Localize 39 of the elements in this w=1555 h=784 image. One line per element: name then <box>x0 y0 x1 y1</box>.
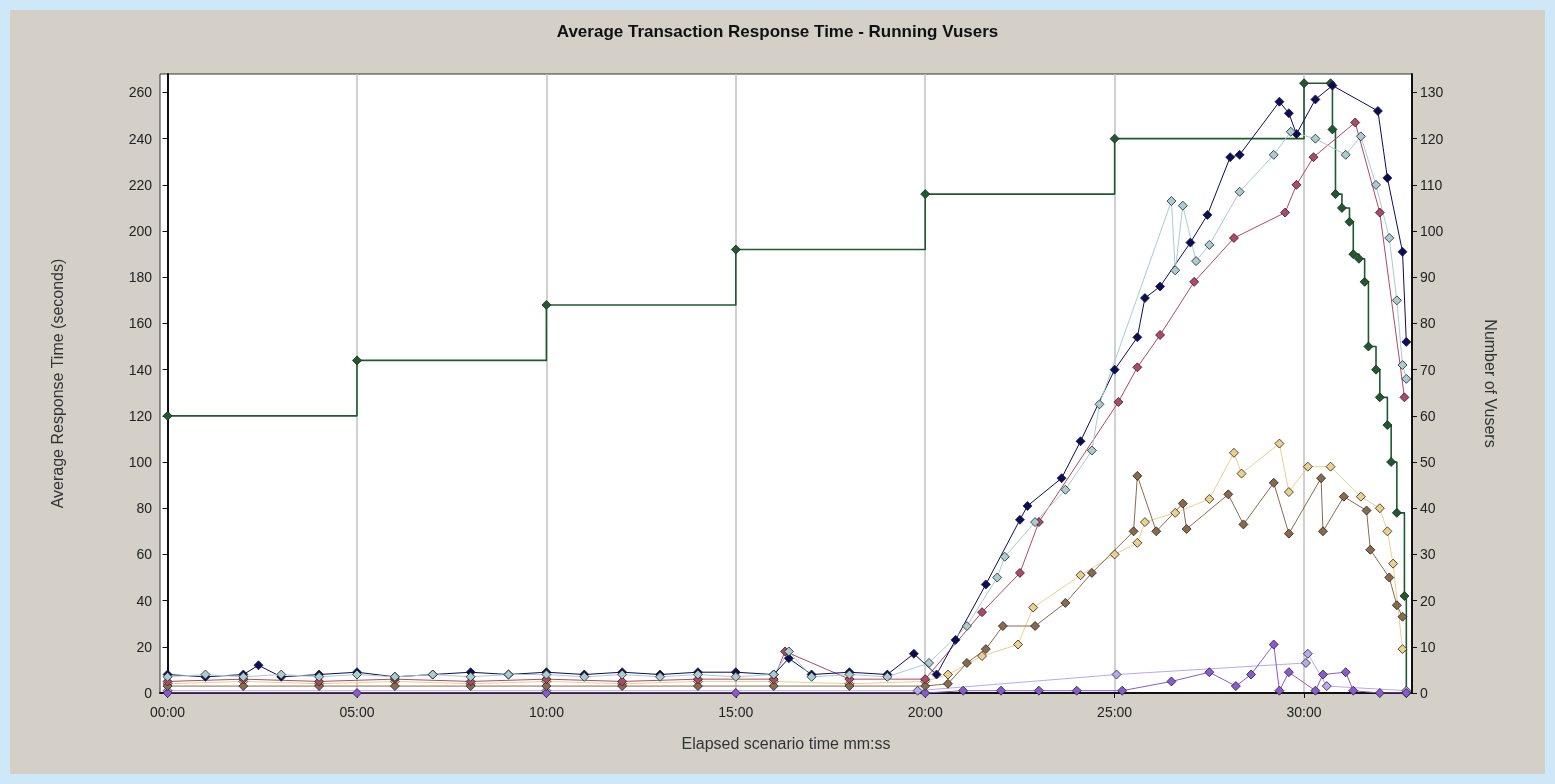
y-tick-label: 180 <box>128 269 153 286</box>
y-tick-label: 80 <box>136 500 153 517</box>
y-tick-label: 20 <box>136 638 153 655</box>
x-tick-label: 05:00 <box>339 704 375 720</box>
chart-title: Average Transaction Response Time - Running Vusers <box>556 22 999 41</box>
x-tick-label: 15:00 <box>718 704 754 720</box>
y2-tick-label: 70 <box>1420 361 1436 378</box>
x-axis-title: Elapsed scenario time mm:ss <box>681 734 891 752</box>
y2-tick-label: 60 <box>1420 407 1436 424</box>
x-tick-label: 30:00 <box>1286 704 1322 720</box>
y2-tick-label: 90 <box>1420 269 1436 286</box>
y-tick-label: 120 <box>128 407 153 424</box>
y-tick-label: 100 <box>128 454 153 471</box>
y2-tick-label: 40 <box>1420 500 1436 517</box>
y-axis-title: Average Response Time (seconds) <box>48 258 66 509</box>
x-tick-label: 00:00 <box>150 704 186 720</box>
y2-tick-label: 10 <box>1420 638 1436 655</box>
y2-axis-title: Number of Vusers <box>1481 319 1499 448</box>
y2-tick-label: 80 <box>1420 315 1436 332</box>
y-tick-label: 160 <box>128 315 153 332</box>
y2-tick-label: 50 <box>1420 454 1436 471</box>
y2-tick-label: 110 <box>1420 176 1443 193</box>
y-tick-label: 200 <box>128 223 153 240</box>
y-tick-label: 60 <box>136 546 153 563</box>
y-tick-label: 220 <box>128 176 153 193</box>
y-tick-label: 40 <box>136 592 153 609</box>
y-tick-label: 140 <box>128 361 153 378</box>
y2-tick-label: 130 <box>1420 84 1444 101</box>
y2-tick-label: 20 <box>1420 592 1436 609</box>
x-tick-label: 25:00 <box>1097 704 1133 720</box>
y2-tick-label: 0 <box>1420 685 1428 701</box>
y2-tick-label: 30 <box>1420 546 1436 563</box>
x-tick-label: 10:00 <box>528 704 565 720</box>
y-tick-label: 0 <box>144 685 153 701</box>
y2-tick-label: 100 <box>1420 223 1444 240</box>
y2-tick-label: 120 <box>1420 130 1444 147</box>
x-tick-label: 20:00 <box>907 704 943 720</box>
y-tick-label: 260 <box>128 84 153 101</box>
y-tick-label: 240 <box>128 130 153 147</box>
